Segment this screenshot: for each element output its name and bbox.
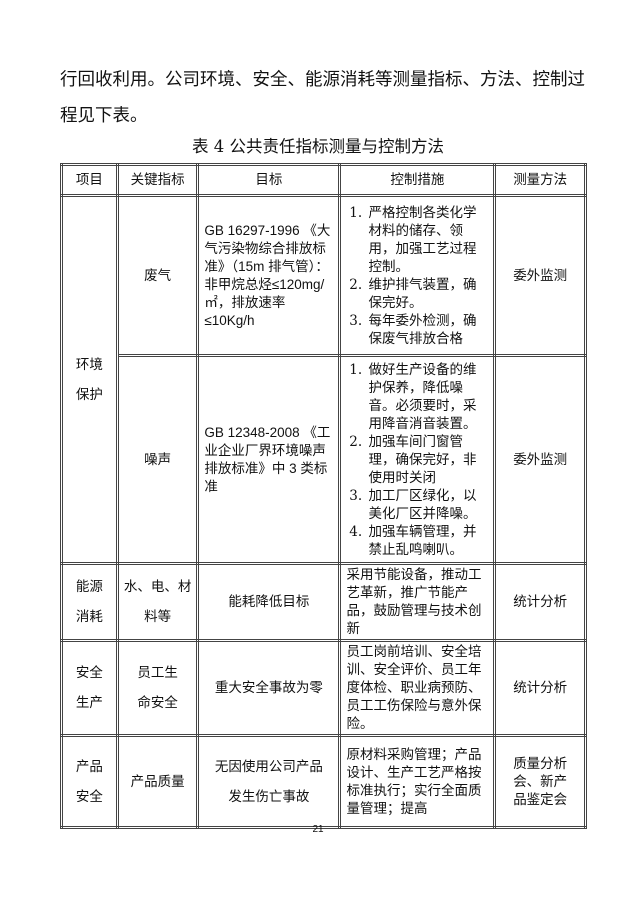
target-cell: 能耗降低目标: [196, 562, 342, 642]
target-cell: GB 12348-2008 《工业企业厂界环境噪声排放标准》中 3 类标准: [196, 354, 342, 565]
table-row: 能源消耗 水、电、材料等 能耗降低目标 采用节能设备，推动工艺革新，推广节能产品…: [60, 562, 587, 642]
method-cell: 统计分析: [493, 562, 587, 642]
measure-item: 每年委外检测，确保废气排放合格: [366, 312, 488, 348]
header-cell: 项目: [60, 163, 119, 197]
indicator-cell: 噪声: [115, 354, 200, 565]
target-cell: GB 16297-1996 《大气污染物综合排放标准》（15m 排气管）：非甲烷…: [196, 194, 342, 357]
measure-item: 做好生产设备的维护保养，降低噪音。必须要时，采用降音消音装置。: [366, 361, 488, 433]
item-cell: 能源消耗: [60, 562, 119, 642]
item-cell: 产品安全: [60, 734, 119, 829]
header-cell: 测量方法: [493, 163, 587, 197]
item-cell: 环境保护: [60, 194, 119, 565]
method-cell: 委外监测: [493, 194, 587, 357]
indicator-cell: 水、电、材料等: [115, 562, 200, 642]
method-cell: 统计分析: [493, 639, 587, 737]
page-number: 21: [312, 824, 324, 835]
table-caption: 表 4 公共责任指标测量与控制方法: [192, 137, 444, 156]
table-row: 安全生产 员工生命安全 重大安全事故为零 员工岗前培训、安全培训、安全评价、员工…: [60, 639, 587, 737]
measures-cell: 做好生产设备的维护保养，降低噪音。必须要时，采用降音消音装置。 加强车间门窗管理…: [338, 354, 497, 565]
measure-item: 维护排气装置，确保完好。: [366, 276, 488, 312]
indicator-cell: 员工生命安全: [115, 639, 200, 737]
header-cell: 关键指标: [115, 163, 200, 197]
measures-cell: 严格控制各类化学材料的储存、领用，加强工艺过程控制。 维护排气装置，确保完好。 …: [338, 194, 497, 357]
measure-item: 严格控制各类化学材料的储存、领用，加强工艺过程控制。: [366, 204, 488, 276]
measure-item: 加工厂区绿化，以美化厂区并降噪。: [366, 487, 488, 523]
body-paragraph: 行回收利用。公司环境、安全、能源消耗等测量指标、方法、控制过程见下表。: [60, 70, 585, 126]
responsibility-table: 项目 关键指标 目标 控制措施 测量方法 环境保护 废气 GB 16297-19…: [60, 163, 587, 829]
table-row: 产品安全 产品质量 无因使用公司产品发生伤亡事故 原材料采购管理；产品设计、生产…: [60, 734, 587, 829]
indicator-cell: 产品质量: [115, 734, 200, 829]
method-cell: 质量分析会、新产品鉴定会: [493, 734, 587, 829]
table-row: 环境保护 废气 GB 16297-1996 《大气污染物综合排放标准》（15m …: [60, 194, 587, 565]
header-cell: 控制措施: [338, 163, 497, 197]
indicator-cell: 废气: [115, 194, 200, 357]
table-row: 噪声 GB 12348-2008 《工业企业厂界环境噪声排放标准》中 3 类标准…: [62, 354, 587, 565]
measure-item: 加强车间门窗管理，确保完好，非使用时关闭: [366, 433, 488, 487]
measure-item: 加强车辆管理，并禁止乱鸣喇叭。: [366, 523, 488, 559]
measures-cell: 采用节能设备，推动工艺革新，推广节能产品，鼓励管理与技术创新: [338, 562, 497, 642]
item-cell: 安全生产: [60, 639, 119, 737]
target-cell: 无因使用公司产品发生伤亡事故: [196, 734, 342, 829]
target-cell: 重大安全事故为零: [196, 639, 342, 737]
measures-cell: 原材料采购管理；产品设计、生产工艺严格按标准执行；实行全面质量管理；提高: [338, 734, 497, 829]
method-cell: 委外监测: [493, 354, 587, 565]
measures-cell: 员工岗前培训、安全培训、安全评价、员工年度体检、职业病预防、员工工伤保险与意外保…: [338, 639, 497, 737]
table-header-row: 项目 关键指标 目标 控制措施 测量方法: [60, 163, 587, 197]
header-cell: 目标: [196, 163, 342, 197]
